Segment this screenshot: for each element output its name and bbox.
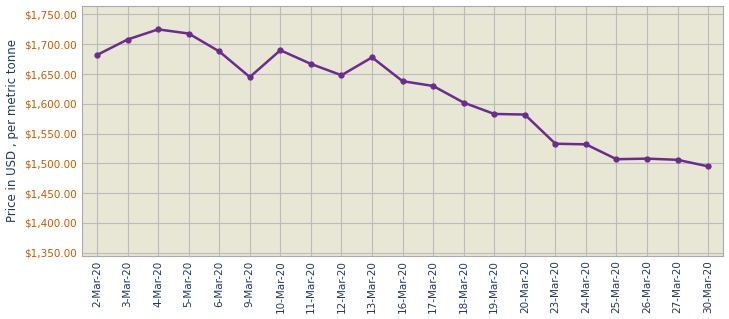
- Y-axis label: Price in USD , per metric tonne: Price in USD , per metric tonne: [6, 39, 18, 222]
